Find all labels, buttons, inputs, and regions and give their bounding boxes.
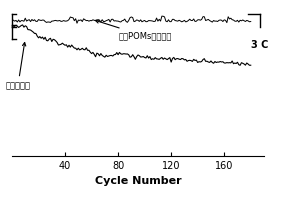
- Text: 空白电解液: 空白电解液: [5, 43, 30, 90]
- X-axis label: Cycle Number: Cycle Number: [95, 176, 181, 186]
- Text: 3 C: 3 C: [251, 40, 268, 50]
- Text: 添加POMs的电解液: 添加POMs的电解液: [95, 20, 172, 41]
